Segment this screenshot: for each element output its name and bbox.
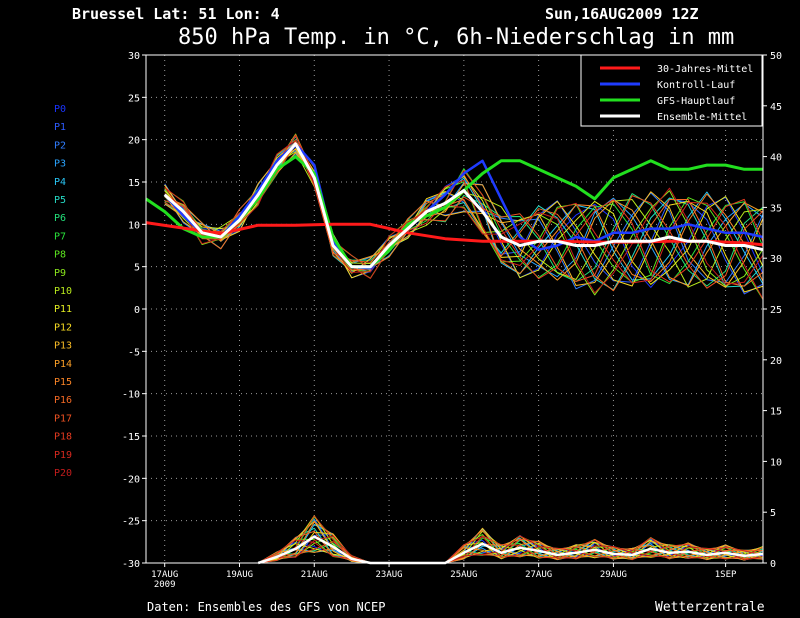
member-label: P10	[54, 286, 72, 297]
member-label: P11	[54, 304, 72, 315]
y-right-tick-label: 20	[770, 356, 782, 367]
y-right-tick-label: 45	[770, 102, 782, 113]
member-label: P2	[54, 140, 66, 151]
y-right-tick-label: 50	[770, 51, 782, 62]
data-source: Daten: Ensembles des GFS von NCEP	[147, 600, 385, 614]
precip-member-lines	[257, 515, 764, 564]
precip-mean-line	[257, 535, 764, 565]
y-left-tick-label: -10	[122, 390, 140, 401]
member-label: P4	[54, 177, 66, 188]
x-tick-label: 23AUG	[376, 570, 403, 580]
y-right-tick-label: 10	[770, 457, 782, 468]
y-right-tick-label: 25	[770, 305, 782, 316]
y-left-tick-label: 10	[128, 220, 140, 231]
ensemble-mean-line	[163, 142, 764, 269]
member-precip-line	[258, 520, 764, 564]
legend-label: GFS-Hauptlauf	[657, 96, 735, 107]
y-axis-left: 30 25 20 15 10 5 0 -5 -10 -15 -20 -25 -30	[122, 51, 146, 570]
y-left-tick-label: 20	[128, 136, 140, 147]
y-right-tick-label: 35	[770, 203, 782, 214]
chart-title: 850 hPa Temp. in °C, 6h-Niederschlag in …	[178, 25, 734, 50]
x-tick-label: 21AUG	[301, 570, 328, 580]
member-label: P1	[54, 122, 66, 133]
y-left-tick-label: -20	[122, 474, 140, 485]
x-tick-label: 19AUG	[226, 570, 253, 580]
y-right-tick-label: 5	[770, 508, 776, 519]
member-list: P0 P1 P2 P3 P4 P5 P6 P7 P8 P9 P10 P11 P12 P13 P14 P15 P1…	[54, 104, 72, 479]
y-right-tick-label: 30	[770, 254, 782, 265]
member-label: P18	[54, 432, 72, 443]
member-label: P0	[54, 104, 66, 115]
member-label: P3	[54, 159, 66, 170]
legend: 30-Jahres-Mittel Kontroll-Lauf GFS-Hauptla…	[580, 54, 763, 127]
y-left-tick-label: 15	[128, 178, 140, 189]
y-left-tick-label: -25	[122, 517, 140, 528]
member-label: P17	[54, 413, 72, 424]
x-tick-label: 27AUG	[525, 570, 552, 580]
member-label: P15	[54, 377, 72, 388]
member-label: P19	[54, 450, 72, 461]
member-label: P5	[54, 195, 66, 206]
member-precip-line	[257, 536, 764, 564]
member-label: P14	[54, 359, 72, 370]
x-tick-sublabel: 2009	[154, 580, 176, 590]
member-temp-line	[164, 148, 764, 288]
legend-label: 30-Jahres-Mittel	[657, 64, 753, 75]
member-label: P9	[54, 268, 66, 279]
y-left-tick-label: -15	[122, 432, 140, 443]
member-precip-line	[258, 521, 764, 564]
y-left-tick-label: 30	[128, 51, 140, 62]
y-left-tick-label: -30	[122, 559, 140, 570]
x-tick-label: 29AUG	[600, 570, 627, 580]
run-label: Sun,16AUG2009 12Z	[545, 5, 699, 23]
member-label: P7	[54, 231, 66, 242]
y-left-tick-label: 0	[134, 305, 140, 316]
y-right-tick-label: 40	[770, 153, 782, 164]
y-left-tick-label: -5	[128, 347, 140, 358]
y-right-tick-label: 15	[770, 407, 782, 418]
x-tick-label: 25AUG	[450, 570, 477, 580]
member-label: P20	[54, 468, 72, 479]
main-series-lines	[145, 142, 764, 565]
member-label: P8	[54, 250, 66, 261]
control-run-line	[163, 142, 764, 270]
member-label: P6	[54, 213, 66, 224]
location-label: Bruessel Lat: 51 Lon: 4	[72, 5, 280, 23]
member-precip-line	[258, 515, 764, 564]
y-left-tick-label: 25	[128, 93, 140, 104]
x-tick-label: 1SEP	[715, 570, 737, 580]
y-left-tick-label: 5	[134, 263, 140, 274]
y-right-tick-label: 0	[770, 559, 776, 570]
legend-label: Kontroll-Lauf	[657, 80, 735, 91]
member-label: P12	[54, 322, 72, 333]
member-label: P13	[54, 341, 72, 352]
brand-label: Wetterzentrale	[655, 600, 765, 615]
x-tick-label: 17AUG	[151, 570, 178, 580]
member-label: P16	[54, 395, 72, 406]
legend-label: Ensemble-Mittel	[657, 112, 747, 123]
